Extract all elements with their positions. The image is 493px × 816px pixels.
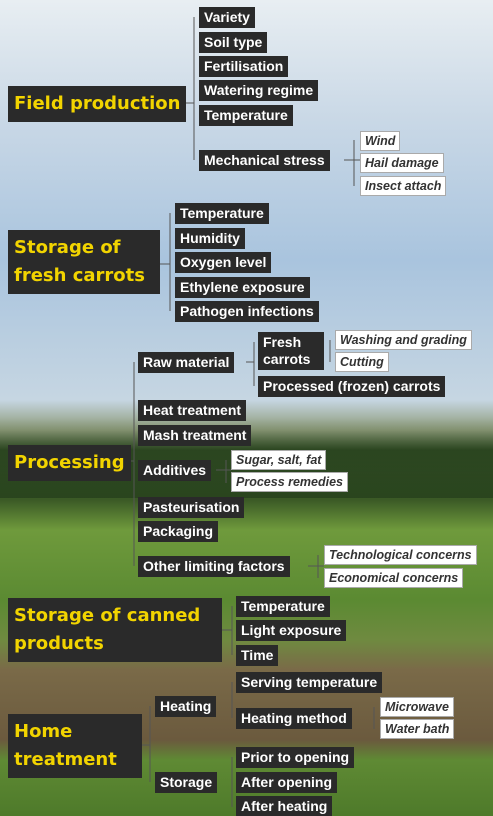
factor: Light exposure (236, 620, 346, 641)
factor: Additives (138, 460, 211, 481)
detail: Microwave (380, 697, 454, 717)
detail: Cutting (335, 352, 389, 372)
factor: Time (236, 645, 278, 666)
detail: Process remedies (231, 472, 348, 492)
detail: Insect attach (360, 176, 446, 196)
factor: Variety (199, 7, 255, 28)
factor: Heat treatment (138, 400, 246, 421)
factor: Mash treatment (138, 425, 251, 446)
factor: Soil type (199, 32, 267, 53)
detail: Water bath (380, 719, 454, 739)
factor: Storage (155, 772, 217, 793)
factor: Heating (155, 696, 216, 717)
factor: Temperature (175, 203, 269, 224)
detail: Economical concerns (324, 568, 463, 588)
section-header: Home treatment (8, 714, 142, 778)
factor: Temperature (236, 596, 330, 617)
detail: Hail damage (360, 153, 444, 173)
factor: Humidity (175, 228, 245, 249)
factor: Other limiting factors (138, 556, 290, 577)
factor: After heating (236, 796, 332, 816)
section-header: Storage of fresh carrots (8, 230, 160, 294)
factor: Oxygen level (175, 252, 271, 273)
factor: Prior to opening (236, 747, 354, 768)
section-header: Field production (8, 86, 186, 122)
factor: Fertilisation (199, 56, 288, 77)
section-header: Processing (8, 445, 131, 481)
factor: Processed (frozen) carrots (258, 376, 445, 397)
detail: Washing and grading (335, 330, 472, 350)
factor: Fresh carrots (258, 332, 324, 370)
detail: Wind (360, 131, 400, 151)
factor: Heating method (236, 708, 352, 729)
section-header: Storage of canned products (8, 598, 222, 662)
factor: Pathogen infections (175, 301, 319, 322)
factor: After opening (236, 772, 337, 793)
factor: Watering regime (199, 80, 318, 101)
factor: Ethylene exposure (175, 277, 310, 298)
factor: Serving temperature (236, 672, 382, 693)
factor: Temperature (199, 105, 293, 126)
factor: Pasteurisation (138, 497, 244, 518)
factor: Packaging (138, 521, 218, 542)
detail: Sugar, salt, fat (231, 450, 326, 470)
diagram: Field production Variety Soil type Ferti… (0, 0, 493, 816)
detail: Technological concerns (324, 545, 477, 565)
factor: Mechanical stress (199, 150, 330, 171)
factor: Raw material (138, 352, 234, 373)
